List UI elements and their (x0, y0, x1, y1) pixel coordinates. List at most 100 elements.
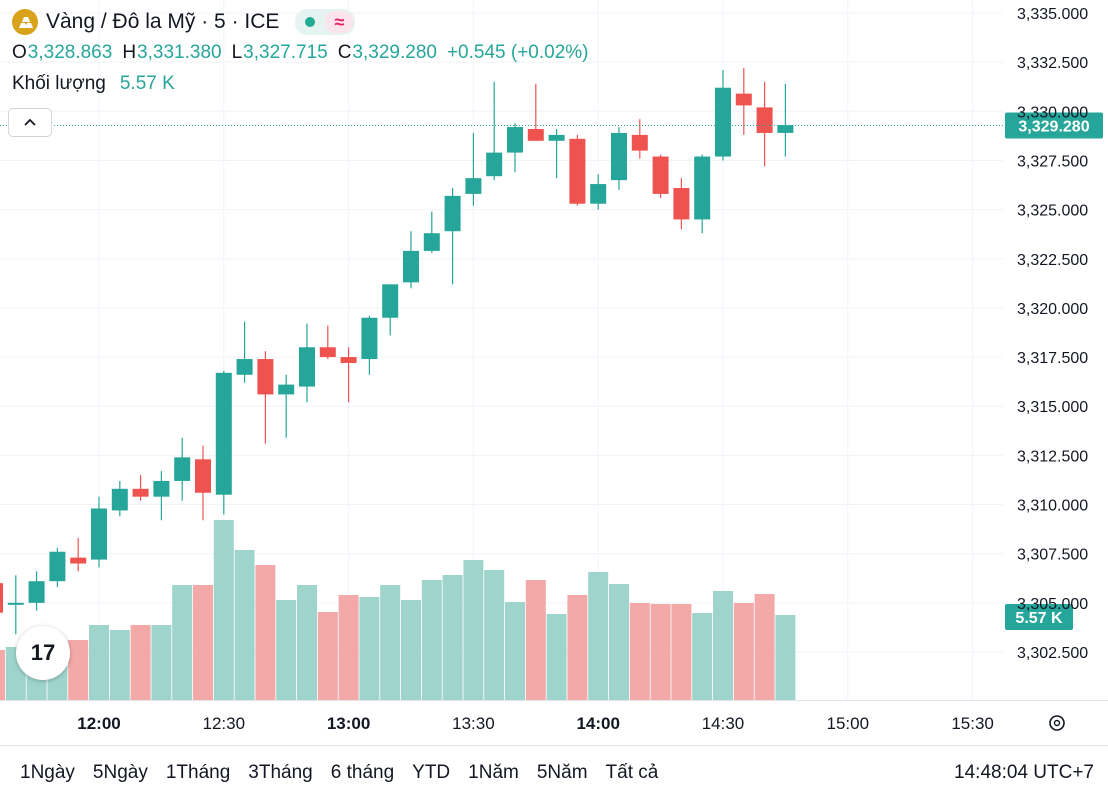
open-label: O (12, 42, 27, 63)
volume-bar (0, 650, 5, 700)
candle-body[interactable] (70, 557, 87, 564)
y-tick-label: 3,307.500 (1017, 547, 1088, 564)
range-button-7[interactable]: 5Năm (536, 762, 588, 783)
volume-bar (588, 572, 609, 700)
time-axis: 12:00 12:30 13:00 13:30 14:00 14:30 15:00 15:30 (0, 700, 1108, 733)
volume-bar (754, 594, 775, 700)
volume-value: 5.57 K (119, 73, 175, 94)
candle-body[interactable] (361, 317, 378, 360)
x-tick-label: 14:30 (702, 714, 745, 733)
range-button-3[interactable]: 3Tháng (248, 762, 313, 783)
volume-bar (775, 615, 796, 700)
candle-body[interactable] (507, 127, 523, 153)
candle-body[interactable] (132, 488, 149, 497)
last-volume-badge (1005, 604, 1073, 630)
volume-bar (193, 585, 213, 700)
last-price-badge (1005, 112, 1103, 139)
range-button-1[interactable]: 5Ngày (92, 762, 148, 783)
candle-body[interactable] (319, 347, 336, 358)
volume-bar (567, 595, 588, 700)
candle-body[interactable] (673, 187, 690, 220)
clock-readout[interactable]: 14:48:04 UTC+7 (954, 762, 1094, 783)
range-button-8[interactable]: Tất cả (605, 762, 659, 783)
last-price-label: 3,329.280 (1018, 118, 1089, 135)
y-tick-label: 3,315.000 (1017, 399, 1088, 416)
range-button-2[interactable]: 1Tháng (165, 762, 231, 783)
price-chart[interactable]: 3,329.280 5.57 K 3,335.000 3,332.500 3,330.… (0, 0, 1108, 745)
candle-body[interactable] (7, 602, 24, 605)
range-button-5[interactable]: YTD (412, 762, 451, 783)
volume-bar (89, 625, 109, 700)
candle-body[interactable] (465, 178, 482, 194)
tradingview-logo-icon[interactable]: 17 (16, 626, 70, 680)
range-selector: 1Ngày 5Ngày 1Tháng 3Tháng 6 tháng YTD 1Năm 5Năm… (20, 762, 676, 784)
volume-bar (546, 614, 567, 700)
volume-bar (234, 550, 255, 700)
y-tick-label: 3,317.500 (1017, 350, 1088, 367)
volume-bar (525, 580, 546, 700)
candle-body[interactable] (382, 284, 399, 318)
candle-body[interactable] (28, 581, 45, 603)
candle-body[interactable] (590, 184, 607, 204)
collapse-legend-button[interactable] (8, 108, 52, 137)
y-tick-label: 3,320.000 (1017, 301, 1088, 318)
candle-body[interactable] (611, 132, 627, 181)
candle-body[interactable] (756, 107, 773, 133)
candle-body[interactable] (49, 551, 66, 582)
candle-body[interactable] (652, 156, 669, 194)
candle-body[interactable] (548, 134, 565, 141)
candle-body[interactable] (111, 488, 128, 511)
candle-body[interactable] (215, 372, 232, 495)
volume-bar (671, 604, 692, 700)
volume-bar (463, 560, 484, 700)
tv-logo-text: 17 (30, 640, 56, 665)
candle-body[interactable] (777, 125, 794, 133)
candle-body[interactable] (340, 357, 357, 363)
volume-bar (442, 575, 463, 700)
candle-body[interactable] (569, 138, 586, 204)
gear-icon[interactable] (1049, 715, 1065, 731)
volume-label: Khối lượng (12, 73, 106, 94)
candle-body[interactable] (91, 508, 107, 560)
y-tick-label: 3,312.500 (1017, 448, 1088, 465)
candle-body[interactable] (278, 384, 295, 395)
y-tick-label: 3,305.000 (1017, 596, 1088, 613)
x-tick-label: 13:30 (452, 714, 495, 733)
volume-bar (172, 585, 193, 700)
candle-body[interactable] (195, 459, 211, 493)
symbol-title[interactable]: Vàng / Đô la Mỹ · 5 · ICE (46, 10, 280, 33)
candle-body[interactable] (0, 583, 3, 613)
y-tick-label: 3,322.500 (1017, 252, 1088, 269)
candle-body[interactable] (299, 347, 315, 387)
low-value: 3,327.715 (243, 42, 328, 63)
volume-bar (733, 603, 754, 700)
volume-bar (213, 520, 234, 700)
open-value: 3,328.863 (27, 42, 113, 63)
volume-bar (338, 595, 359, 700)
candle-body[interactable] (694, 156, 711, 220)
ohlc-legend: O 3,328.863 H 3,331.380 L 3,327.715 C 3,… (12, 42, 599, 64)
candle-body[interactable] (423, 233, 440, 251)
candle-body[interactable] (715, 87, 731, 157)
candle-body[interactable] (735, 93, 752, 106)
range-button-4[interactable]: 6 tháng (330, 762, 395, 783)
candle-body[interactable] (527, 129, 544, 141)
candle-body[interactable] (403, 250, 419, 283)
candle-body[interactable] (486, 152, 503, 177)
candle-body[interactable] (631, 134, 648, 151)
range-button-0[interactable]: 1Ngày (20, 762, 75, 783)
close-label: C (337, 42, 352, 63)
volume-bar (276, 600, 297, 700)
candle-body[interactable] (444, 195, 461, 232)
candle-body[interactable] (236, 359, 253, 375)
candle-body[interactable] (257, 359, 274, 395)
range-button-6[interactable]: 1Năm (468, 762, 519, 783)
y-tick-label: 3,335.000 (1017, 6, 1088, 23)
volume-bar (255, 565, 276, 700)
y-tick-label: 3,302.500 (1017, 645, 1088, 662)
status-pill[interactable]: ≈ (295, 9, 356, 35)
delayed-data-icon: ≈ (325, 11, 354, 33)
volume-bar (609, 584, 629, 700)
candle-body[interactable] (153, 480, 170, 497)
candle-body[interactable] (174, 457, 191, 481)
